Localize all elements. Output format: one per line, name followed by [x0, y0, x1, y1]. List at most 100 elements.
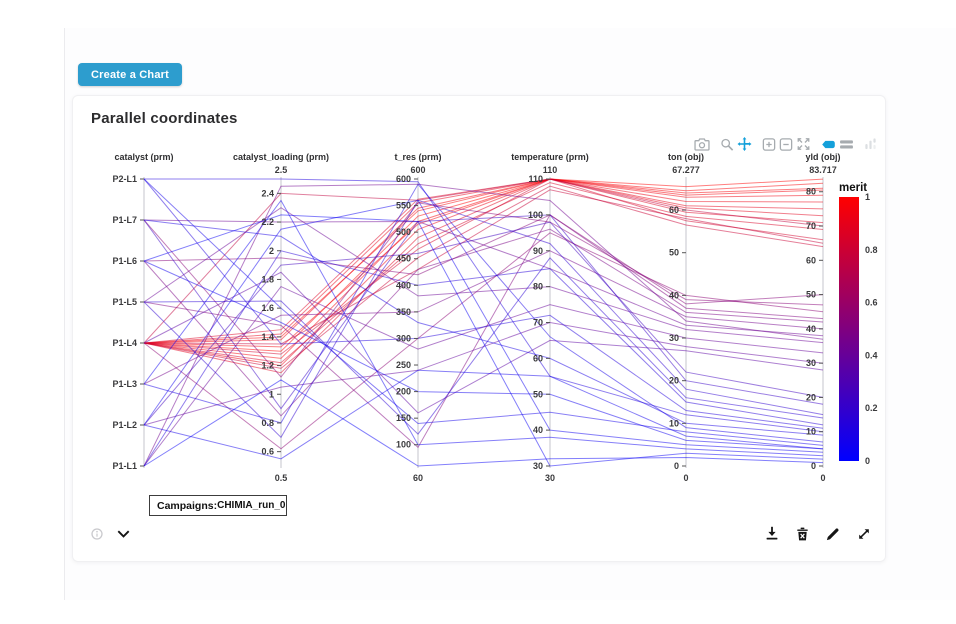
svg-text:0.8: 0.8	[261, 418, 274, 428]
svg-text:450: 450	[396, 254, 411, 264]
svg-text:ton (obj): ton (obj)	[668, 152, 704, 162]
svg-text:0: 0	[820, 473, 825, 483]
svg-text:67.277: 67.277	[672, 165, 700, 175]
svg-text:300: 300	[396, 333, 411, 343]
svg-text:0: 0	[811, 461, 816, 471]
svg-text:40: 40	[806, 324, 816, 334]
campaigns-value: CHIMIA_run_0	[217, 500, 286, 511]
svg-text:temperature (prm): temperature (prm)	[511, 152, 589, 162]
svg-text:30: 30	[669, 333, 679, 343]
svg-text:50: 50	[533, 389, 543, 399]
svg-text:60: 60	[533, 353, 543, 363]
svg-text:0: 0	[865, 456, 870, 466]
svg-text:110: 110	[528, 174, 543, 184]
page-title: Parallel coordinates	[91, 110, 238, 127]
svg-text:1: 1	[865, 192, 870, 202]
svg-text:2: 2	[269, 246, 274, 256]
svg-text:P1-L4: P1-L4	[112, 338, 137, 348]
plotly-modebar	[691, 137, 877, 151]
svg-text:merit: merit	[839, 182, 867, 194]
svg-text:2.5: 2.5	[275, 165, 288, 175]
zoom-out-icon[interactable]	[779, 137, 793, 151]
svg-text:350: 350	[396, 307, 411, 317]
svg-text:200: 200	[396, 387, 411, 397]
svg-text:550: 550	[396, 201, 411, 211]
svg-text:1: 1	[269, 389, 274, 399]
svg-text:0.4: 0.4	[865, 350, 878, 360]
svg-text:P2-L1: P2-L1	[112, 174, 137, 184]
svg-text:0.5: 0.5	[275, 473, 288, 483]
card-footer-right	[765, 526, 871, 541]
svg-text:80: 80	[806, 187, 816, 197]
svg-text:30: 30	[533, 461, 543, 471]
svg-text:100: 100	[528, 210, 543, 220]
svg-text:0.6: 0.6	[261, 447, 274, 457]
svg-text:60: 60	[806, 255, 816, 265]
svg-text:1.2: 1.2	[261, 361, 274, 371]
svg-text:P1-L7: P1-L7	[112, 215, 137, 225]
chart-card: Parallel coordinates catalyst (prm) P1-L1…	[72, 95, 886, 562]
svg-text:yld (obj): yld (obj)	[806, 152, 841, 162]
campaigns-legend[interactable]: Campaigns: CHIMIA_run_0	[149, 495, 287, 516]
svg-text:400: 400	[396, 280, 411, 290]
svg-text:catalyst (prm): catalyst (prm)	[114, 152, 173, 162]
zoom-icon[interactable]	[720, 138, 734, 151]
svg-text:0.6: 0.6	[865, 298, 878, 308]
download-icon[interactable]	[765, 526, 779, 541]
zoom-in-icon[interactable]	[762, 137, 776, 151]
svg-text:10: 10	[806, 427, 816, 437]
svg-text:P1-L3: P1-L3	[112, 379, 137, 389]
svg-text:250: 250	[396, 360, 411, 370]
svg-text:60: 60	[669, 205, 679, 215]
svg-text:1.8: 1.8	[261, 274, 274, 284]
svg-text:0.8: 0.8	[865, 245, 878, 255]
svg-text:40: 40	[533, 425, 543, 435]
svg-text:150: 150	[396, 413, 411, 423]
camera-icon[interactable]	[694, 137, 710, 151]
card-footer-left	[91, 528, 130, 540]
svg-text:30: 30	[806, 358, 816, 368]
svg-text:10: 10	[669, 418, 679, 428]
autoscale-icon[interactable]	[796, 137, 811, 151]
plotly-logo-icon[interactable]	[864, 138, 877, 150]
svg-text:70: 70	[533, 318, 543, 328]
svg-text:2.4: 2.4	[261, 188, 274, 198]
hover-closest-icon[interactable]	[821, 140, 836, 149]
svg-text:0: 0	[683, 473, 688, 483]
svg-text:600: 600	[410, 165, 425, 175]
svg-text:P1-L1: P1-L1	[112, 461, 137, 471]
hover-compare-icon[interactable]	[839, 139, 854, 150]
info-icon[interactable]	[91, 528, 103, 540]
expand-icon[interactable]	[857, 527, 871, 541]
svg-text:P1-L2: P1-L2	[112, 420, 137, 430]
svg-text:P1-L5: P1-L5	[112, 297, 137, 307]
svg-text:90: 90	[533, 246, 543, 256]
chevron-down-icon[interactable]	[117, 530, 130, 538]
svg-text:t_res (prm): t_res (prm)	[394, 152, 441, 162]
svg-text:0.2: 0.2	[865, 403, 878, 413]
svg-text:20: 20	[669, 376, 679, 386]
delete-icon[interactable]	[796, 527, 809, 541]
pan-icon[interactable]	[737, 137, 752, 151]
svg-text:50: 50	[669, 248, 679, 258]
svg-text:70: 70	[806, 221, 816, 231]
svg-text:83.717: 83.717	[809, 165, 837, 175]
svg-text:100: 100	[396, 440, 411, 450]
parallel-coordinates-plot[interactable]: catalyst (prm)P1-L1P1-L2P1-L3P1-L4P1-L5P…	[73, 96, 885, 561]
svg-text:20: 20	[806, 392, 816, 402]
svg-text:500: 500	[396, 227, 411, 237]
svg-text:40: 40	[669, 290, 679, 300]
svg-text:80: 80	[533, 282, 543, 292]
svg-text:catalyst_loading (prm): catalyst_loading (prm)	[233, 152, 329, 162]
svg-text:30: 30	[545, 473, 555, 483]
left-divider	[64, 28, 65, 600]
svg-text:110: 110	[543, 165, 558, 175]
svg-text:2.2: 2.2	[261, 217, 274, 227]
svg-text:600: 600	[396, 174, 411, 184]
edit-icon[interactable]	[826, 527, 840, 541]
svg-text:50: 50	[806, 290, 816, 300]
svg-text:1.6: 1.6	[261, 303, 274, 313]
create-chart-button[interactable]: Create a Chart	[78, 63, 182, 86]
svg-text:1.4: 1.4	[261, 332, 274, 342]
svg-text:60: 60	[413, 473, 423, 483]
